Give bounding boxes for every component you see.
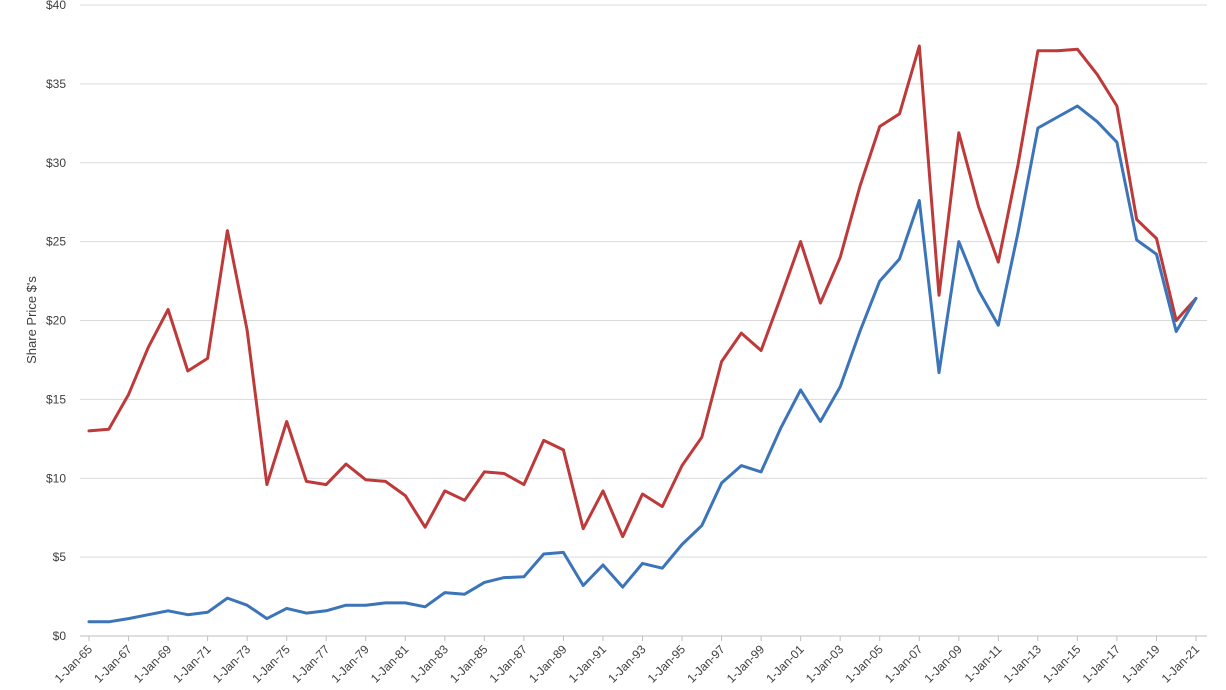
y-tick-label: $40 (46, 0, 66, 12)
x-tick-label: 1-Jan-13 (1001, 642, 1045, 686)
x-tick-label: 1-Jan-99 (724, 642, 768, 686)
x-tick-label: 1-Jan-69 (131, 642, 175, 686)
x-tick-label: 1-Jan-01 (763, 642, 807, 686)
x-tick-labels: 1-Jan-651-Jan-671-Jan-691-Jan-711-Jan-73… (52, 642, 1203, 686)
x-tick-label: 1-Jan-87 (487, 642, 531, 686)
y-tick-label: $35 (46, 77, 66, 91)
x-tick-label: 1-Jan-89 (526, 642, 570, 686)
x-tick-label: 1-Jan-77 (289, 642, 333, 686)
y-tick-label: $25 (46, 235, 66, 249)
x-tick-label: 1-Jan-21 (1159, 642, 1203, 686)
x-tick-label: 1-Jan-07 (882, 642, 926, 686)
x-tick-label: 1-Jan-95 (645, 642, 689, 686)
y-tick-label: $10 (46, 471, 66, 485)
y-tick-labels: $0 $5 $10 $15 $20 $25 $30 $35 $40 (46, 0, 66, 643)
series-lines (87, 44, 1198, 624)
x-tick-label: 1-Jan-83 (408, 642, 452, 686)
x-tick-label: 1-Jan-19 (1119, 642, 1163, 686)
x-tick-label: 1-Jan-65 (52, 642, 96, 686)
series-line-red (87, 44, 1198, 539)
x-tick-label: 1-Jan-05 (842, 642, 886, 686)
y-tick-label: $5 (53, 550, 67, 564)
x-tick-label: 1-Jan-09 (922, 642, 966, 686)
x-tick-label: 1-Jan-91 (566, 642, 610, 686)
x-tick-label: 1-Jan-79 (328, 642, 372, 686)
x-tick-label: 1-Jan-67 (91, 642, 135, 686)
y-tick-label: $15 (46, 392, 66, 406)
x-tick-label: 1-Jan-85 (447, 642, 491, 686)
y-tick-label: $20 (46, 314, 66, 328)
x-tick-label: 1-Jan-15 (1040, 642, 1084, 686)
x-tick-label: 1-Jan-17 (1080, 642, 1124, 686)
y-tick-label: $0 (53, 629, 67, 643)
series-line-blue (87, 104, 1198, 624)
x-tick-label: 1-Jan-71 (170, 642, 214, 686)
x-tick-label: 1-Jan-97 (684, 642, 728, 686)
x-tick-label: 1-Jan-93 (605, 642, 649, 686)
axes (80, 635, 1207, 641)
x-tick-label: 1-Jan-73 (210, 642, 254, 686)
gridlines (80, 4, 1207, 558)
x-tick-label: 1-Jan-75 (249, 642, 293, 686)
y-axis-label: Share Price $'s (24, 276, 39, 364)
x-tick-label: 1-Jan-81 (368, 642, 412, 686)
y-tick-label: $30 (46, 156, 66, 170)
x-tick-label: 1-Jan-11 (962, 642, 1005, 685)
x-tick-label: 1-Jan-03 (803, 642, 847, 686)
